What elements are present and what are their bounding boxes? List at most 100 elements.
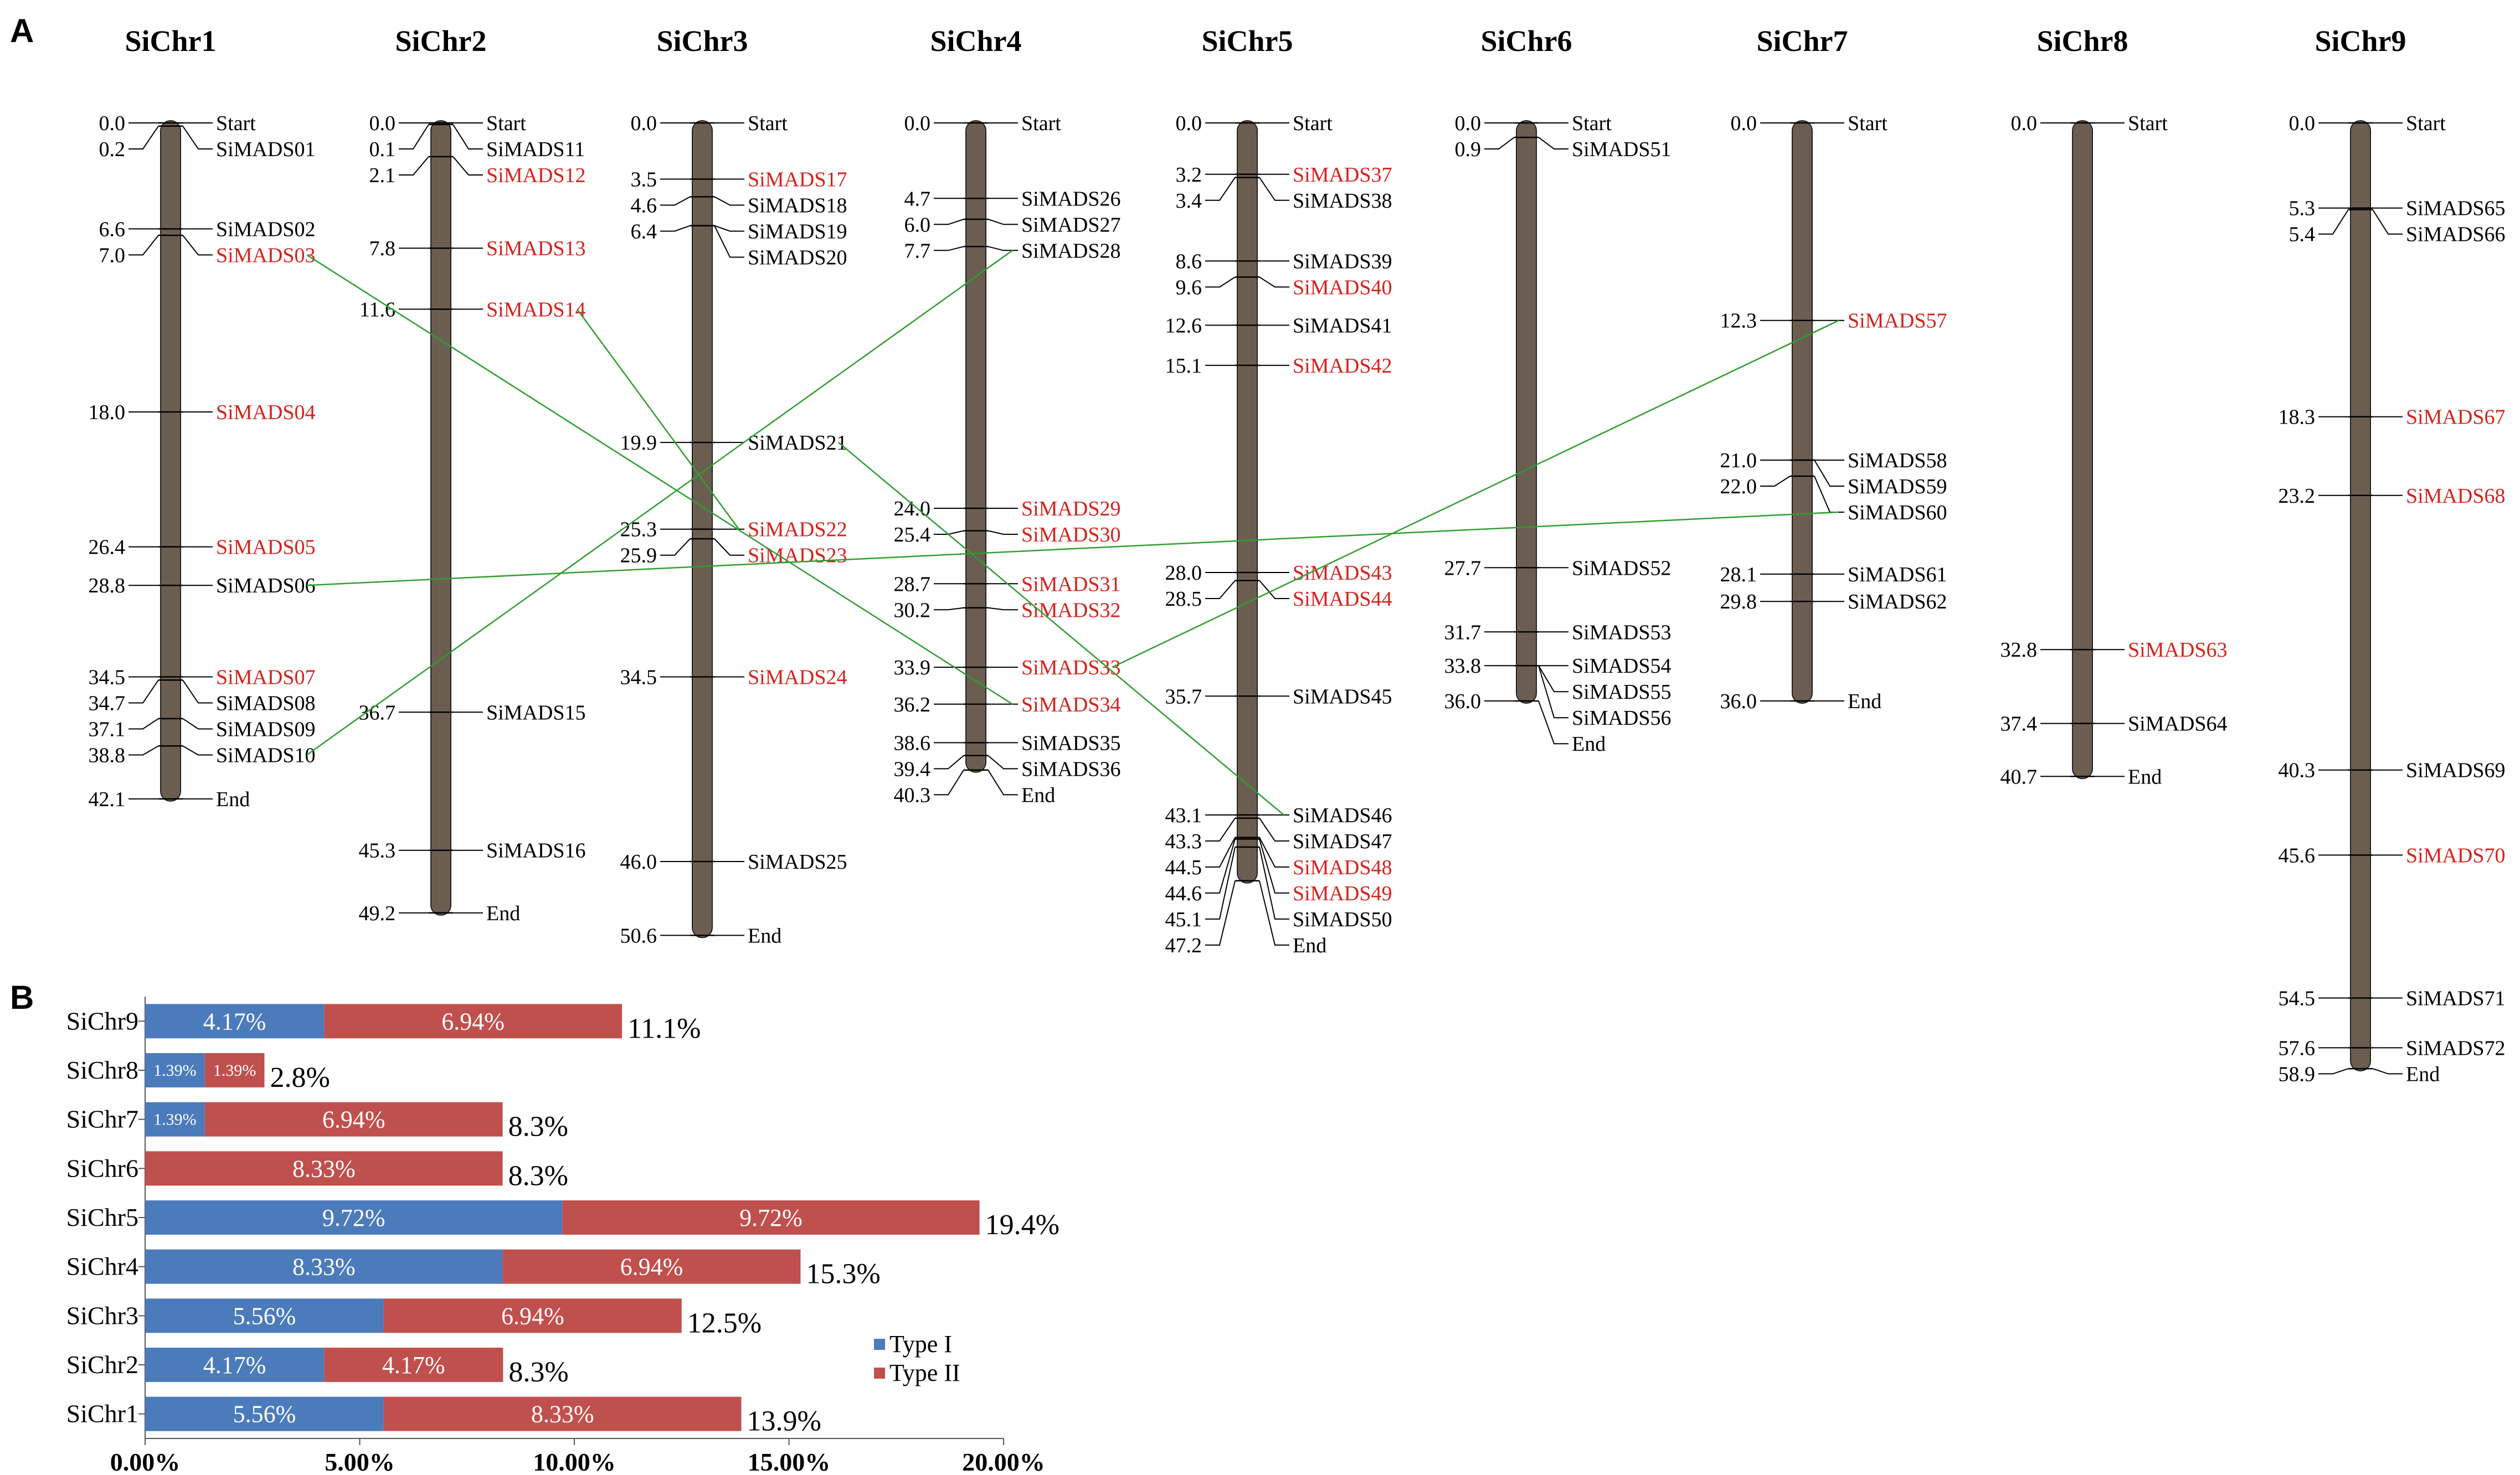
type-ii-bar-segment [204,1053,265,1087]
gene-label: SiMADS21 [748,431,847,455]
label-leader [1814,476,1844,513]
gene-label: SiMADS40 [1293,276,1392,299]
end-label: End [1572,733,1606,756]
gene-label: SiMADS47 [1293,830,1392,853]
gene-label: SiMADS29 [1021,497,1121,520]
gene-label: SiMADS71 [2406,987,2506,1010]
chromosome-title: SiChr7 [1756,24,1848,58]
position-label: 34.7 [89,692,126,715]
gene-label: SiMADS61 [1848,563,1947,586]
end-label: End [1848,690,1881,713]
gene-label: SiMADS11 [486,138,585,161]
label-leader [1259,839,1289,894]
gene-label: SiMADS01 [216,138,316,161]
label-leader [128,126,159,149]
label-leader [1205,837,1236,868]
chromosome-bar [1237,120,1258,884]
synteny-link [576,308,740,530]
position-label: 33.8 [1444,654,1482,678]
label-leader [934,607,964,611]
start-label: Start [2406,112,2446,135]
legend-label: Type I [889,1330,952,1358]
position-label: 6.6 [99,218,126,241]
gene-label: SiMADS34 [1021,693,1121,716]
position-label: 30.2 [894,599,931,622]
gene-label: SiMADS38 [1293,189,1392,213]
chromosome-title: SiChr8 [2036,24,2128,58]
gene-label: SiMADS02 [216,218,316,241]
label-leader [934,246,964,251]
gene-label: SiMADS60 [1848,501,1947,524]
category-label: SiChr5 [66,1203,138,1231]
label-leader [182,679,213,704]
position-label: 35.7 [1165,685,1202,708]
legend-swatch [874,1368,885,1379]
panel-a-label: A [10,12,34,49]
total-value-label: 2.8% [270,1062,330,1094]
chromosome-title: SiChr1 [125,24,216,58]
position-label: 25.4 [894,523,931,546]
position-label: 43.1 [1165,804,1202,827]
label-leader [1538,137,1568,149]
type-i-bar-segment [145,1298,384,1333]
position-label: 45.6 [2279,844,2316,867]
type-ii-bar-segment [562,1200,980,1235]
label-leader [660,538,691,556]
gene-label: SiMADS08 [216,692,316,715]
total-value-label: 12.5% [687,1307,762,1339]
label-leader [934,755,964,770]
position-label: 28.8 [89,574,126,597]
gene-label: SiMADS22 [748,518,847,541]
position-label: 34.5 [89,666,126,689]
gene-label: SiMADS14 [486,298,586,321]
gene-label: SiMADS68 [2406,484,2506,508]
panel-b-label: B [10,979,34,1016]
position-label: 7.7 [904,239,931,262]
x-tick-label: 15.00% [748,1448,831,1475]
segment-value-label: 6.94% [620,1254,683,1281]
position-label: 37.1 [89,718,126,741]
label-leader [988,246,1018,251]
category-label: SiChr8 [66,1056,138,1084]
label-leader [1484,137,1515,149]
position-label: 45.1 [1165,908,1202,931]
gene-label: SiMADS16 [486,839,586,863]
gene-label: SiMADS35 [1021,731,1121,755]
position-label: 45.3 [359,839,396,863]
position-label: 25.9 [620,544,657,568]
position-label: 12.3 [1720,310,1757,333]
gene-label: SiMADS27 [1021,213,1121,236]
start-label: Start [216,112,256,135]
position-label: 36.0 [1444,690,1482,713]
position-label: 44.5 [1165,856,1202,879]
end-label: End [748,924,781,947]
gene-label: SiMADS41 [1293,314,1392,337]
label-leader [934,770,964,796]
end-label: End [1293,934,1326,957]
gene-label: SiMADS45 [1293,685,1392,708]
start-label: Start [748,112,788,135]
position-label: 58.9 [2279,1063,2316,1086]
total-value-label: 8.3% [508,1160,568,1192]
category-label: SiChr2 [66,1350,138,1379]
chromosome-title: SiChr4 [930,24,1021,58]
x-tick-label: 10.00% [533,1448,616,1475]
gene-label: SiMADS72 [2406,1036,2506,1060]
gene-label: SiMADS52 [1572,556,1672,580]
legend-label: Type II [889,1359,960,1386]
category-label: SiChr7 [66,1105,138,1133]
position-label: 6.0 [904,213,931,236]
label-leader [1205,177,1236,201]
segment-value-label: 6.94% [322,1106,385,1133]
gene-label: SiMADS42 [1293,354,1392,378]
segment-value-label: 1.39% [153,1061,197,1080]
end-label: End [216,788,250,811]
label-leader [1760,476,1791,487]
position-label: 57.6 [2279,1036,2316,1060]
label-leader [1205,847,1236,920]
chromosome-title: SiChr2 [395,24,486,58]
label-leader [1205,880,1236,946]
category-label: SiChr4 [66,1252,138,1281]
gene-label: SiMADS65 [2406,197,2506,220]
gene-label: SiMADS05 [216,536,316,559]
